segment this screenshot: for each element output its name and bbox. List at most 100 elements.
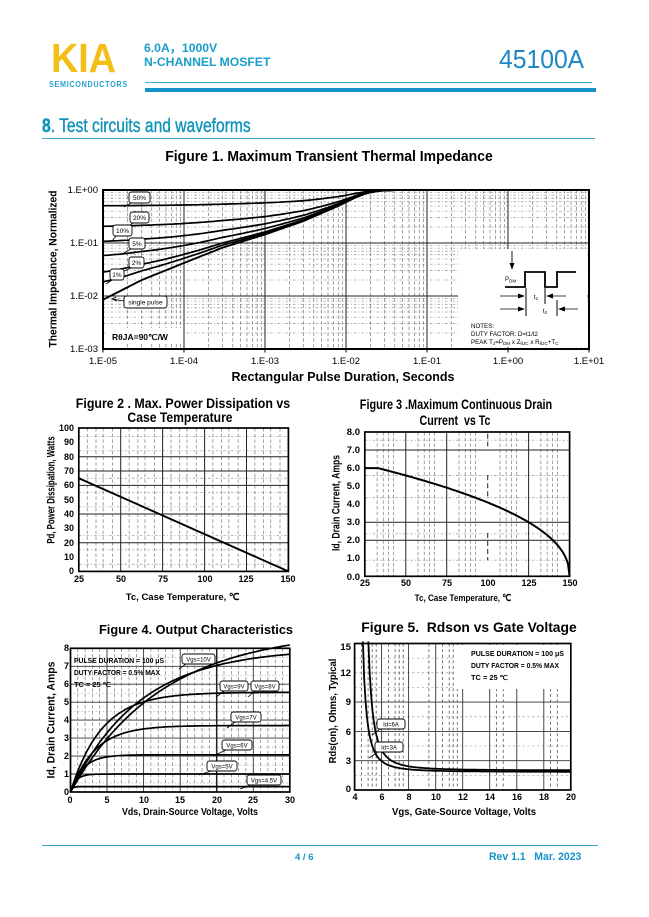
svg-text:1%: 1% xyxy=(112,272,122,279)
svg-text:t1: t1 xyxy=(534,294,539,301)
svg-text:9: 9 xyxy=(346,697,351,708)
svg-text:14: 14 xyxy=(485,792,495,802)
svg-text:1: 1 xyxy=(64,769,69,779)
svg-text:7: 7 xyxy=(64,661,69,671)
svg-text:50: 50 xyxy=(401,578,411,588)
svg-text:3: 3 xyxy=(64,733,69,743)
svg-text:75: 75 xyxy=(158,574,168,584)
svg-text:75: 75 xyxy=(442,578,452,588)
svg-text:15: 15 xyxy=(340,642,351,653)
svg-text:150: 150 xyxy=(280,574,295,584)
svg-text:Id=6A: Id=6A xyxy=(383,722,399,728)
svg-text:1.E-03: 1.E-03 xyxy=(70,344,98,355)
svg-text:NOTES:: NOTES: xyxy=(471,323,494,330)
svg-text:DUTY FACTOR: D=t1/t2: DUTY FACTOR: D=t1/t2 xyxy=(471,331,539,338)
svg-text:20: 20 xyxy=(566,792,576,802)
svg-text:8: 8 xyxy=(64,643,69,653)
svg-text:Vgs=6V: Vgs=6V xyxy=(226,743,247,749)
svg-text:80: 80 xyxy=(64,452,74,462)
svg-text:12: 12 xyxy=(458,792,468,802)
svg-text:Vgs=9V: Vgs=9V xyxy=(223,684,244,690)
svg-text:TC = 25 ℃: TC = 25 ℃ xyxy=(471,674,508,682)
svg-text:30: 30 xyxy=(64,523,74,533)
svg-text:0: 0 xyxy=(64,787,69,797)
svg-text:1.E-05: 1.E-05 xyxy=(89,356,117,367)
svg-text:20%: 20% xyxy=(133,215,146,222)
svg-text:20: 20 xyxy=(212,795,222,805)
svg-text:20: 20 xyxy=(64,538,74,548)
svg-text:100: 100 xyxy=(59,423,74,433)
svg-text:PULSE DURATION = 100 μS: PULSE DURATION = 100 μS xyxy=(471,651,564,658)
svg-text:TC = 25 ℃: TC = 25 ℃ xyxy=(74,681,111,689)
svg-text:1.E-01: 1.E-01 xyxy=(413,356,441,367)
svg-text:PEAK TJ=PDM x ZθJC x RθJC+TC: PEAK TJ=PDM x ZθJC x RθJC+TC xyxy=(471,339,559,346)
svg-text:0: 0 xyxy=(67,795,72,805)
svg-text:DUTY FACTOR = 0.5% MAX: DUTY FACTOR = 0.5% MAX xyxy=(471,663,559,670)
svg-text:1.E+00: 1.E+00 xyxy=(68,185,98,196)
svg-text:12: 12 xyxy=(340,668,351,679)
svg-text:5%: 5% xyxy=(132,241,142,248)
svg-text:single pulse: single pulse xyxy=(128,299,163,306)
svg-text:4.0: 4.0 xyxy=(347,499,360,510)
svg-text:6: 6 xyxy=(379,792,384,802)
svg-text:1.E-02: 1.E-02 xyxy=(332,356,360,367)
svg-text:6: 6 xyxy=(64,679,69,689)
svg-text:t2: t2 xyxy=(543,308,548,315)
svg-text:1.E-02: 1.E-02 xyxy=(70,291,98,302)
svg-text:1.E-04: 1.E-04 xyxy=(170,356,198,367)
svg-text:16: 16 xyxy=(512,792,522,802)
svg-text:70: 70 xyxy=(64,466,74,476)
svg-text:150: 150 xyxy=(562,578,577,588)
svg-text:100: 100 xyxy=(480,578,495,588)
svg-text:Vgs=10V: Vgs=10V xyxy=(186,657,211,663)
svg-text:RθJA=90℃/W: RθJA=90℃/W xyxy=(112,332,169,342)
svg-text:50: 50 xyxy=(64,495,74,505)
svg-text:4: 4 xyxy=(64,715,69,725)
svg-text:6: 6 xyxy=(346,727,351,738)
svg-text:3: 3 xyxy=(346,756,351,767)
svg-text:0.0: 0.0 xyxy=(347,572,360,583)
svg-text:10: 10 xyxy=(64,552,74,562)
svg-text:4: 4 xyxy=(352,792,357,802)
svg-text:1.E-03: 1.E-03 xyxy=(251,356,279,367)
svg-text:90: 90 xyxy=(64,437,74,447)
svg-text:Vgs=5V: Vgs=5V xyxy=(211,764,232,770)
svg-text:0: 0 xyxy=(69,566,74,576)
svg-text:5: 5 xyxy=(64,697,69,707)
svg-text:3.0: 3.0 xyxy=(347,517,360,528)
svg-text:1.E-01: 1.E-01 xyxy=(70,238,98,249)
svg-text:25: 25 xyxy=(360,578,370,588)
svg-text:Vgs=4.5V: Vgs=4.5V xyxy=(251,778,277,784)
svg-text:25: 25 xyxy=(248,795,258,805)
svg-text:7.0: 7.0 xyxy=(347,445,360,456)
svg-text:40: 40 xyxy=(64,509,74,519)
svg-text:125: 125 xyxy=(238,574,253,584)
svg-text:8: 8 xyxy=(406,792,411,802)
svg-text:5: 5 xyxy=(104,795,109,805)
svg-text:25: 25 xyxy=(74,574,84,584)
svg-text:10: 10 xyxy=(139,795,149,805)
svg-text:PULSE DURATION = 100 μS: PULSE DURATION = 100 μS xyxy=(74,658,164,665)
svg-text:8.0: 8.0 xyxy=(347,427,360,438)
svg-text:50: 50 xyxy=(116,574,126,584)
svg-text:2.0: 2.0 xyxy=(347,535,360,546)
svg-text:1.E+01: 1.E+01 xyxy=(574,356,604,367)
svg-text:10%: 10% xyxy=(116,228,129,235)
svg-text:100: 100 xyxy=(197,574,212,584)
svg-text:6.0: 6.0 xyxy=(347,463,360,474)
svg-text:Vgs=7V: Vgs=7V xyxy=(235,715,256,721)
svg-text:PDM: PDM xyxy=(505,277,516,283)
svg-text:2: 2 xyxy=(64,751,69,761)
svg-text:18: 18 xyxy=(539,792,549,802)
svg-text:1.E+00: 1.E+00 xyxy=(493,356,523,367)
svg-text:1.0: 1.0 xyxy=(347,553,360,564)
svg-text:125: 125 xyxy=(521,578,536,588)
svg-text:0: 0 xyxy=(346,784,351,795)
svg-text:DUTY FACTOR = 0.5% MAX: DUTY FACTOR = 0.5% MAX xyxy=(74,670,160,677)
svg-text:5.0: 5.0 xyxy=(347,481,360,492)
svg-text:2%: 2% xyxy=(132,260,142,267)
svg-text:Vgs=8V: Vgs=8V xyxy=(254,684,275,690)
svg-text:10: 10 xyxy=(431,792,441,802)
svg-text:15: 15 xyxy=(175,795,185,805)
svg-text:30: 30 xyxy=(285,795,295,805)
